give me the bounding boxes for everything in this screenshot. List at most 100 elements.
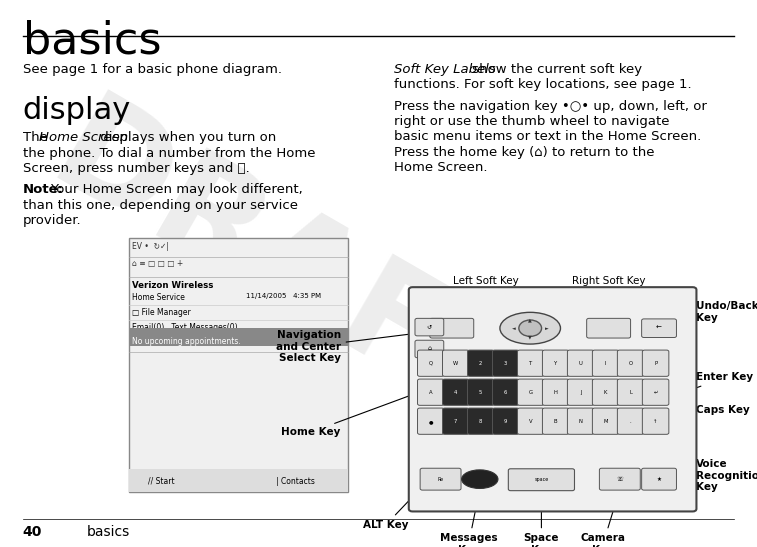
Text: Home Service: Home Service bbox=[132, 293, 185, 301]
Text: The: The bbox=[23, 131, 51, 144]
Text: K: K bbox=[604, 389, 607, 395]
Ellipse shape bbox=[519, 320, 541, 336]
FancyBboxPatch shape bbox=[443, 408, 469, 434]
FancyBboxPatch shape bbox=[493, 350, 519, 376]
FancyBboxPatch shape bbox=[409, 287, 696, 511]
FancyBboxPatch shape bbox=[129, 328, 348, 346]
FancyBboxPatch shape bbox=[443, 350, 469, 376]
Text: ↵: ↵ bbox=[653, 389, 658, 395]
Text: J: J bbox=[580, 389, 581, 395]
FancyBboxPatch shape bbox=[568, 408, 594, 434]
FancyBboxPatch shape bbox=[593, 408, 619, 434]
FancyBboxPatch shape bbox=[430, 318, 474, 338]
Text: I: I bbox=[605, 360, 606, 366]
Text: Verizon Wireless: Verizon Wireless bbox=[132, 281, 213, 289]
FancyBboxPatch shape bbox=[493, 379, 519, 405]
FancyBboxPatch shape bbox=[618, 379, 644, 405]
FancyBboxPatch shape bbox=[418, 350, 444, 376]
Text: Soft Key Labels: Soft Key Labels bbox=[394, 63, 495, 76]
Text: basics: basics bbox=[87, 525, 130, 539]
Text: than this one, depending on your service: than this one, depending on your service bbox=[23, 199, 298, 212]
Text: Space
Key: Space Key bbox=[524, 492, 559, 547]
Text: 5: 5 bbox=[479, 389, 482, 395]
Text: .: . bbox=[630, 418, 631, 424]
Text: 9: 9 bbox=[504, 418, 507, 424]
Text: ►: ► bbox=[545, 325, 549, 331]
Ellipse shape bbox=[462, 470, 498, 488]
FancyBboxPatch shape bbox=[643, 379, 669, 405]
Text: M: M bbox=[603, 418, 608, 424]
Text: N: N bbox=[578, 418, 583, 424]
Text: V: V bbox=[529, 418, 532, 424]
Text: 11/14/2005   4:35 PM: 11/14/2005 4:35 PM bbox=[246, 293, 321, 299]
Text: basic menu items or text in the Home Screen.: basic menu items or text in the Home Scr… bbox=[394, 130, 701, 143]
Text: T: T bbox=[529, 360, 532, 366]
Text: displays when you turn on: displays when you turn on bbox=[96, 131, 276, 144]
FancyBboxPatch shape bbox=[618, 350, 644, 376]
Text: P: P bbox=[654, 360, 657, 366]
FancyBboxPatch shape bbox=[543, 350, 569, 376]
Text: W: W bbox=[453, 360, 459, 366]
Text: right or use the thumb wheel to navigate: right or use the thumb wheel to navigate bbox=[394, 115, 669, 128]
FancyBboxPatch shape bbox=[643, 408, 669, 434]
Text: basics: basics bbox=[23, 19, 161, 62]
Text: 8: 8 bbox=[479, 418, 482, 424]
FancyBboxPatch shape bbox=[593, 379, 619, 405]
Text: Camera
Key: Camera Key bbox=[581, 492, 625, 547]
Text: show the current soft key: show the current soft key bbox=[468, 63, 642, 76]
Text: ●: ● bbox=[428, 418, 433, 424]
FancyBboxPatch shape bbox=[618, 408, 644, 434]
Text: Messages
Key: Messages Key bbox=[440, 492, 497, 547]
Text: 2: 2 bbox=[479, 360, 482, 366]
Text: L: L bbox=[629, 389, 632, 395]
Text: 40: 40 bbox=[23, 525, 42, 539]
Text: ⌂ ≡ □ □ □ +: ⌂ ≡ □ □ □ + bbox=[132, 259, 184, 267]
Text: Note:: Note: bbox=[23, 183, 64, 196]
Text: 3: 3 bbox=[504, 360, 507, 366]
Text: ▼: ▼ bbox=[528, 334, 532, 340]
FancyBboxPatch shape bbox=[518, 350, 544, 376]
Text: ☏: ☏ bbox=[616, 476, 623, 482]
Text: Enter Key: Enter Key bbox=[687, 373, 753, 391]
Text: Right Soft Key: Right Soft Key bbox=[572, 276, 646, 309]
Text: ⌂: ⌂ bbox=[428, 346, 431, 352]
FancyBboxPatch shape bbox=[509, 469, 575, 491]
Text: Caps Key: Caps Key bbox=[687, 405, 750, 421]
Text: ←: ← bbox=[656, 325, 662, 331]
Text: Your Home Screen may look different,: Your Home Screen may look different, bbox=[50, 183, 303, 196]
FancyBboxPatch shape bbox=[587, 318, 631, 338]
Text: the phone. To dial a number from the Home: the phone. To dial a number from the Hom… bbox=[23, 147, 315, 160]
Text: Navigation
and ​Center
Select Key: Navigation and ​Center Select Key bbox=[276, 329, 455, 363]
FancyBboxPatch shape bbox=[642, 468, 677, 490]
Text: □ File Manager: □ File Manager bbox=[132, 308, 192, 317]
Text: G: G bbox=[528, 389, 533, 395]
Text: A: A bbox=[429, 389, 432, 395]
FancyBboxPatch shape bbox=[468, 350, 494, 376]
Text: ↑: ↑ bbox=[653, 418, 658, 424]
Text: ▲: ▲ bbox=[528, 317, 532, 322]
Text: O: O bbox=[628, 360, 633, 366]
FancyBboxPatch shape bbox=[443, 379, 469, 405]
Text: B: B bbox=[554, 418, 557, 424]
Text: Left Soft Key: Left Soft Key bbox=[453, 276, 519, 310]
FancyBboxPatch shape bbox=[420, 468, 461, 490]
FancyBboxPatch shape bbox=[643, 350, 669, 376]
Text: Home Screen.: Home Screen. bbox=[394, 161, 488, 174]
FancyBboxPatch shape bbox=[600, 468, 640, 490]
Text: provider.: provider. bbox=[23, 214, 81, 227]
Text: EV •  ↻✓|: EV • ↻✓| bbox=[132, 242, 170, 251]
Text: Press the navigation key •○• up, down, left, or: Press the navigation key •○• up, down, l… bbox=[394, 100, 706, 113]
Text: DRAFT: DRAFT bbox=[29, 85, 547, 462]
Text: Home Screen: Home Screen bbox=[39, 131, 129, 144]
FancyBboxPatch shape bbox=[593, 350, 619, 376]
FancyBboxPatch shape bbox=[543, 379, 569, 405]
Text: ↺: ↺ bbox=[427, 324, 432, 330]
Text: Y: Y bbox=[554, 360, 557, 366]
Text: Home Key: Home Key bbox=[282, 389, 427, 437]
Text: Press the home key (⌂) to return to the: Press the home key (⌂) to return to the bbox=[394, 146, 654, 159]
FancyBboxPatch shape bbox=[568, 350, 594, 376]
FancyBboxPatch shape bbox=[415, 318, 444, 336]
Text: ★: ★ bbox=[656, 476, 662, 482]
Text: 6: 6 bbox=[504, 389, 507, 395]
FancyBboxPatch shape bbox=[415, 340, 444, 358]
